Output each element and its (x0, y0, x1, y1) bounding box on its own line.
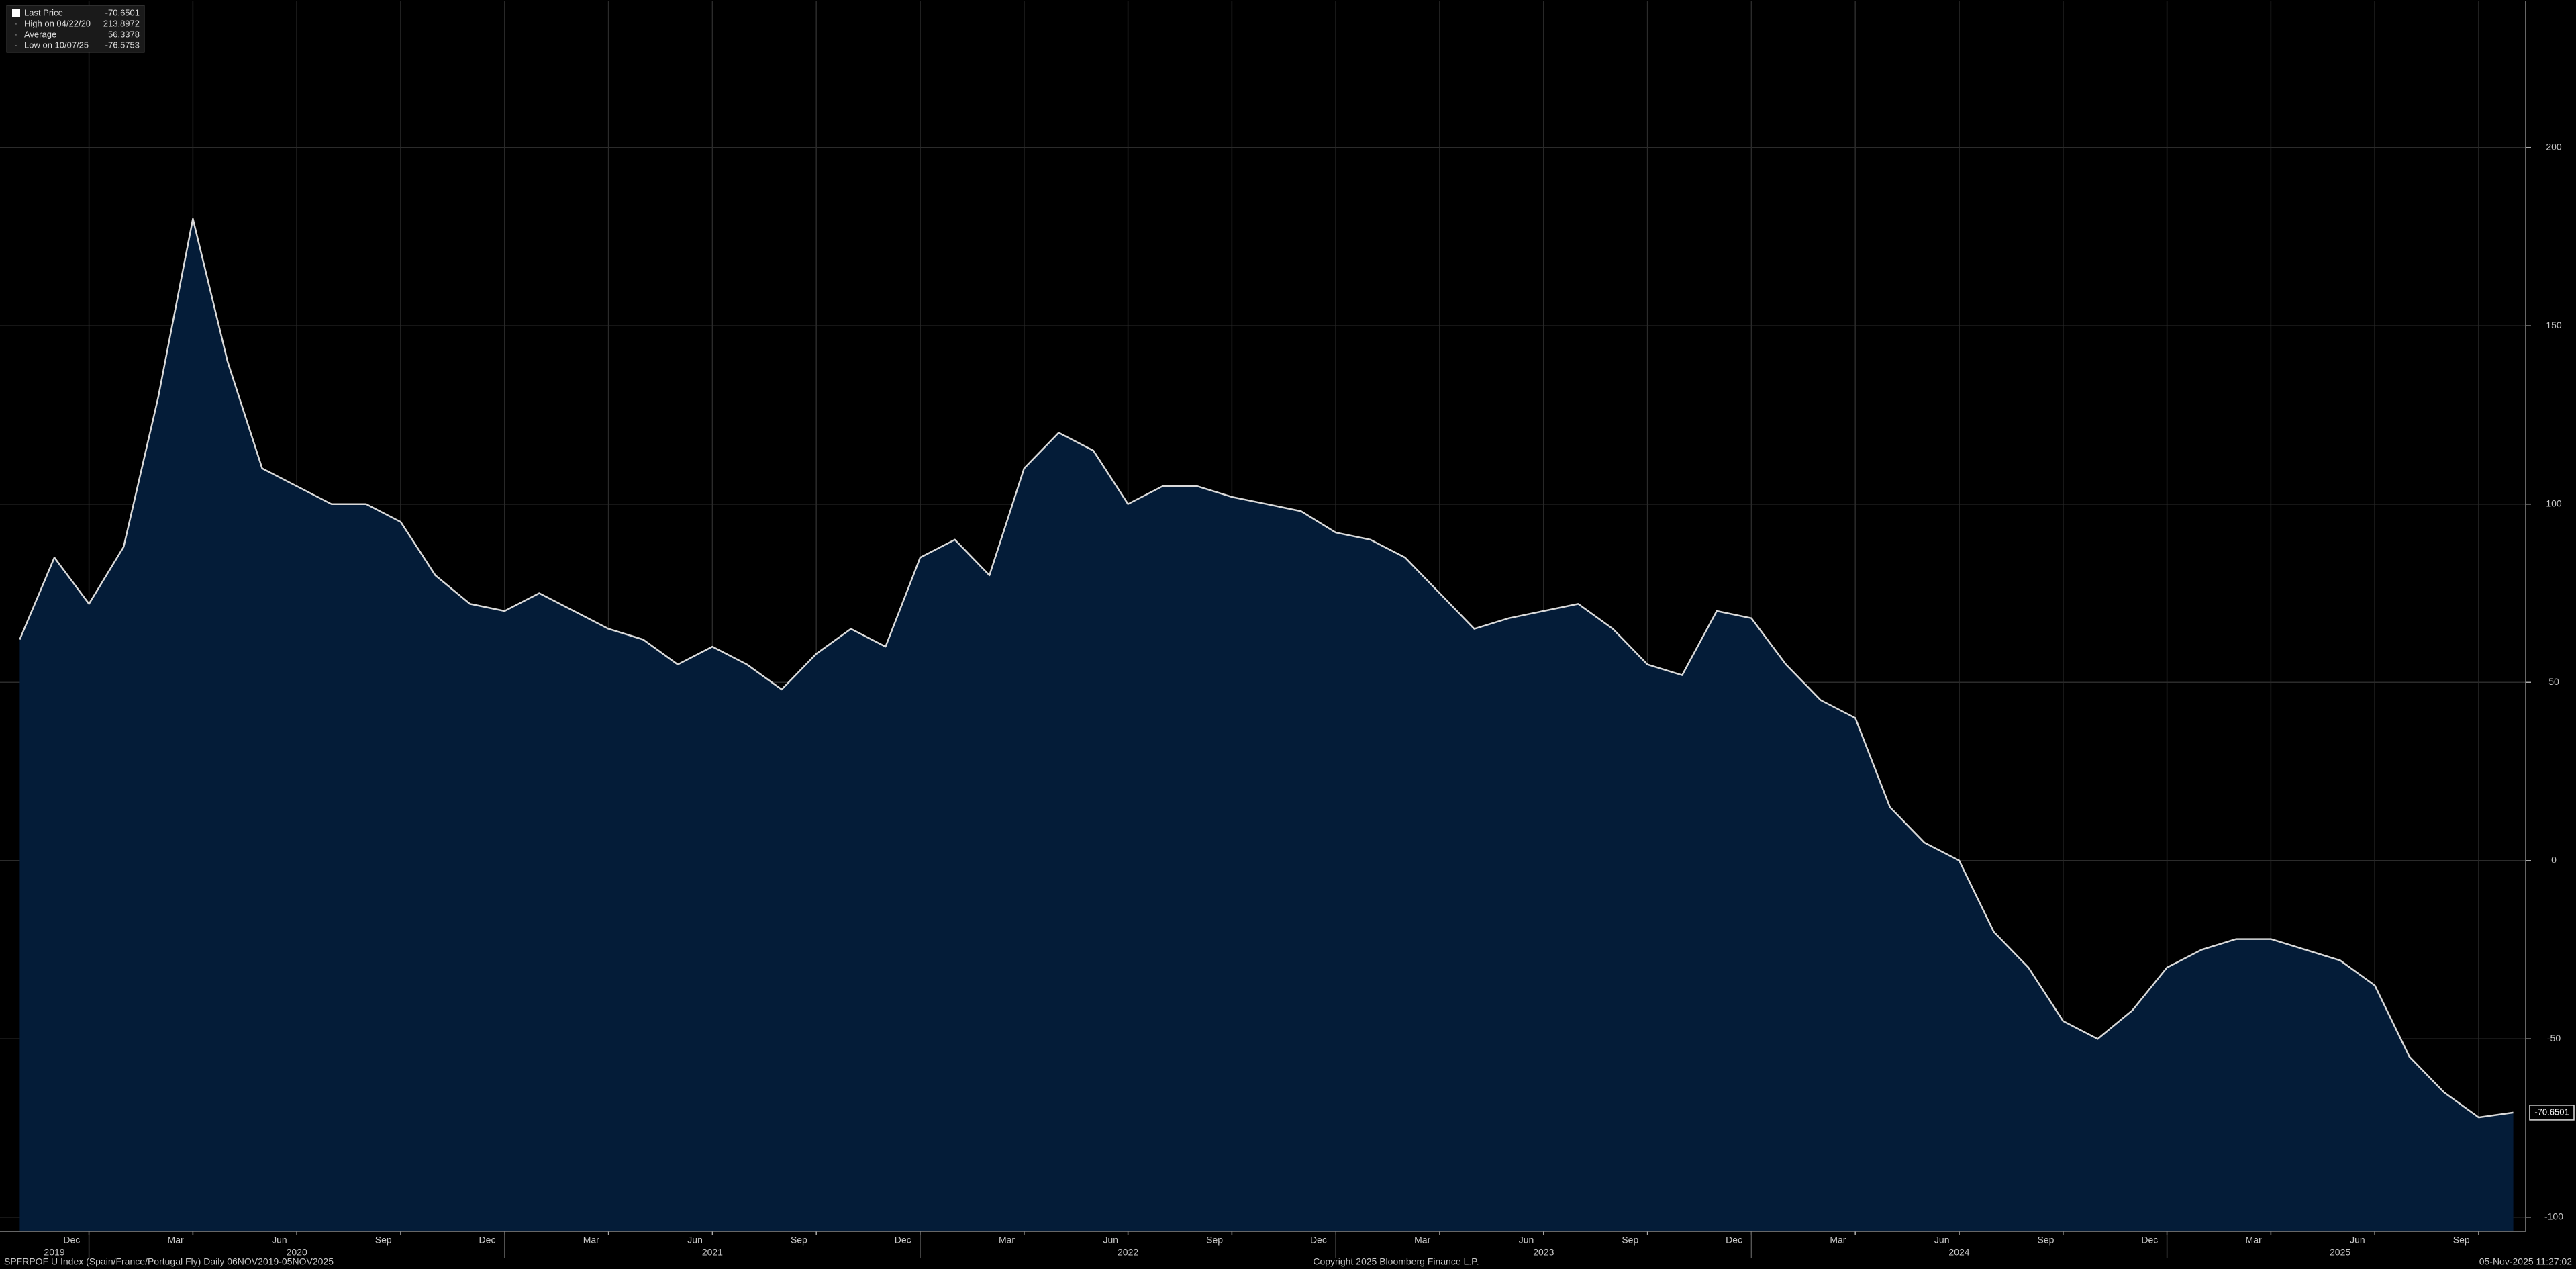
year-label: 2021 (702, 1247, 723, 1258)
last-price-label: -70.6501 (2534, 1107, 2569, 1117)
year-label: 2025 (2330, 1247, 2350, 1258)
x-tick-label: Sep (791, 1235, 807, 1246)
y-tick-label: -50 (2547, 1033, 2561, 1043)
x-tick-label: Jun (1934, 1235, 1950, 1246)
legend-swatch (12, 9, 20, 17)
y-tick-label: 0 (2551, 854, 2557, 865)
y-tick-label: 50 (2548, 676, 2559, 687)
y-tick-label: 150 (2546, 320, 2562, 330)
x-tick-label: Jun (2350, 1235, 2365, 1246)
x-tick-label: Sep (2453, 1235, 2470, 1246)
x-tick-label: Dec (2141, 1235, 2158, 1246)
year-label: 2020 (287, 1247, 307, 1258)
x-tick-label: Mar (999, 1235, 1015, 1246)
legend-name: Average (24, 29, 56, 39)
x-tick-label: Sep (2038, 1235, 2054, 1246)
x-tick-label: Mar (1830, 1235, 1846, 1246)
y-tick-label: 200 (2546, 141, 2562, 152)
year-label: 2019 (44, 1247, 64, 1258)
year-label: 2022 (1118, 1247, 1138, 1258)
x-tick-label: Mar (583, 1235, 599, 1246)
last-price-tag (2529, 1104, 2575, 1121)
x-tick-label: Dec (1310, 1235, 1327, 1246)
plot (19, 218, 2514, 1231)
x-tick-label: Dec (1726, 1235, 1742, 1246)
footer-right: 05-Nov-2025 11:27:02 (2479, 1256, 2572, 1267)
legend-value: 56.3378 (108, 29, 140, 39)
x-tick-label: Jun (1103, 1235, 1119, 1246)
x-tick-label: Jun (272, 1235, 287, 1246)
x-tick-label: Dec (63, 1235, 80, 1246)
legend-value: 213.8972 (103, 18, 140, 28)
footer-center: Copyright 2025 Bloomberg Finance L.P. (1313, 1256, 1479, 1267)
x-tick-label: Dec (479, 1235, 496, 1246)
legend: Last Price -70.6501 · High on 04/22/20 213.8… (6, 5, 145, 53)
x-tick-label: Jun (687, 1235, 703, 1246)
legend-box (6, 5, 145, 53)
x-tick-label: Mar (1414, 1235, 1430, 1246)
area (19, 218, 2514, 1231)
legend-name: Low on 10/07/25 (24, 40, 89, 50)
x-tick-label: Mar (2246, 1235, 2262, 1246)
legend-marker: · (15, 20, 17, 28)
legend-name: High on 04/22/20 (24, 18, 91, 28)
legend-value: -76.5753 (105, 40, 140, 50)
y-tick-label: 100 (2546, 498, 2562, 508)
x-tick-label: Sep (375, 1235, 392, 1246)
year-label: 2023 (1533, 1247, 1554, 1258)
legend-value: -70.6501 (105, 7, 140, 17)
x-tick-label: Sep (1206, 1235, 1223, 1246)
legend-marker: · (15, 31, 17, 39)
legend-name: Last Price (24, 7, 63, 17)
line (19, 218, 2514, 1119)
y-tick-label: -100 (2544, 1211, 2563, 1221)
x-tick-label: Mar (168, 1235, 184, 1246)
footer-left: SPFRPOF U Index (Spain/France/Portugal F… (4, 1256, 334, 1267)
legend-marker: · (15, 42, 17, 50)
x-tick-label: Dec (895, 1235, 911, 1246)
x-tick-label: Jun (1519, 1235, 1534, 1246)
x-tick-label: Sep (1622, 1235, 1638, 1246)
year-label: 2024 (1948, 1247, 1969, 1258)
